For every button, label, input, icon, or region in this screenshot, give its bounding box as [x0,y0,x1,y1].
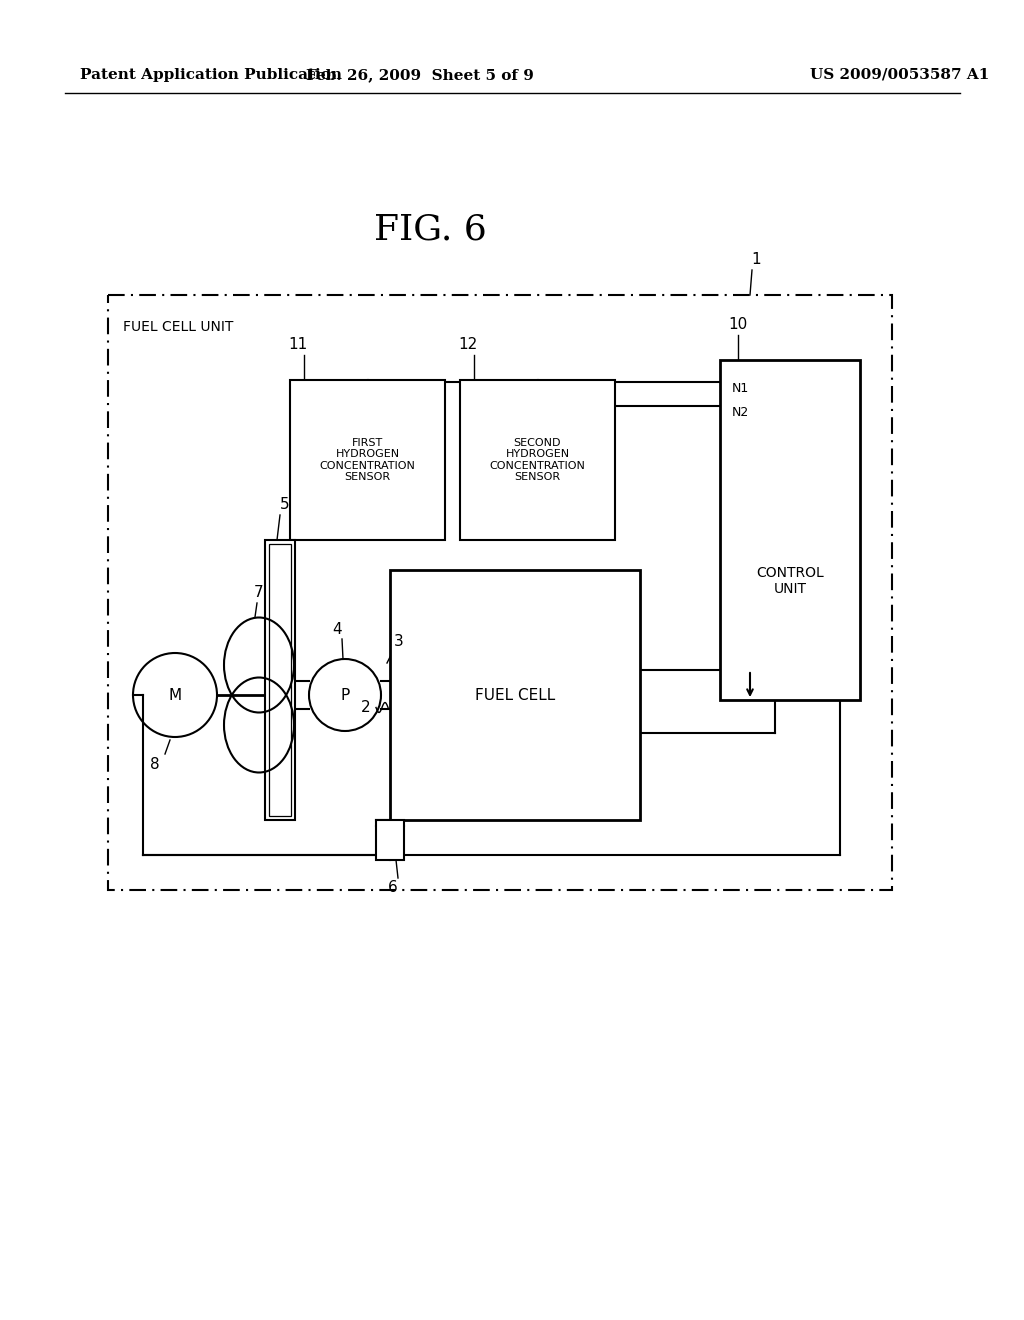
Text: Feb. 26, 2009  Sheet 5 of 9: Feb. 26, 2009 Sheet 5 of 9 [306,69,534,82]
Text: Patent Application Publication: Patent Application Publication [80,69,342,82]
Text: FUEL CELL: FUEL CELL [475,688,555,702]
Text: 5: 5 [281,498,290,512]
Bar [269,544,291,816]
Text: 10: 10 [728,317,748,333]
Text: CONTROL
UNIT: CONTROL UNIT [756,566,824,597]
Text: P: P [340,688,349,702]
Bar [108,294,892,890]
Text: 4: 4 [332,622,342,638]
Text: 7: 7 [254,585,264,601]
Text: 3: 3 [394,634,403,649]
Bar [460,380,615,540]
Bar [290,380,445,540]
Text: N1: N1 [732,381,750,395]
Bar [390,570,640,820]
Text: FUEL CELL UNIT: FUEL CELL UNIT [123,319,233,334]
Bar [376,820,404,861]
Bar [720,360,860,700]
Text: 1: 1 [752,252,761,267]
Text: 6: 6 [388,880,398,895]
Text: US 2009/0053587 A1: US 2009/0053587 A1 [810,69,989,82]
Text: M: M [168,688,181,702]
Text: 8: 8 [151,756,160,772]
Text: N2: N2 [732,407,750,418]
Text: 12: 12 [459,337,477,352]
Text: FIRST
HYDROGEN
CONCENTRATION
SENSOR: FIRST HYDROGEN CONCENTRATION SENSOR [319,438,416,482]
Bar [265,540,295,820]
Text: 2: 2 [360,700,370,715]
Text: 11: 11 [289,337,307,352]
Text: FIG. 6: FIG. 6 [374,213,486,247]
Text: SECOND
HYDROGEN
CONCENTRATION
SENSOR: SECOND HYDROGEN CONCENTRATION SENSOR [489,438,586,482]
